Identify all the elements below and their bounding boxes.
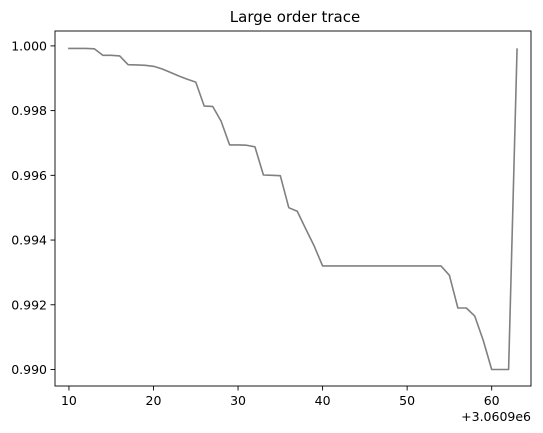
x-tick-label: 10 — [61, 393, 77, 408]
y-tick-label: 0.996 — [11, 168, 47, 183]
x-tick-label: 40 — [315, 393, 331, 408]
plot-area: 10 20 30 40 50 60 0.990 0.992 0.994 0.996 0.998 1.0… — [11, 30, 532, 408]
y-tick-label: 0.992 — [11, 297, 47, 312]
x-tick-label: 50 — [399, 393, 415, 408]
y-tick-label: 0.994 — [11, 233, 47, 248]
series-line-0 — [68, 47, 518, 371]
axes-frame — [54, 30, 532, 387]
x-tick-label: 20 — [146, 393, 162, 408]
x-tick-label: 60 — [484, 393, 500, 408]
y-tick-label: 0.990 — [11, 362, 47, 377]
y-tick-label: 0.998 — [11, 103, 47, 118]
x-axis-offset-label: +3.0609e6 — [461, 409, 531, 424]
chart-title: Large order trace — [230, 8, 360, 26]
y-tick-label: 1.000 — [11, 38, 47, 53]
x-tick-label: 30 — [230, 393, 246, 408]
